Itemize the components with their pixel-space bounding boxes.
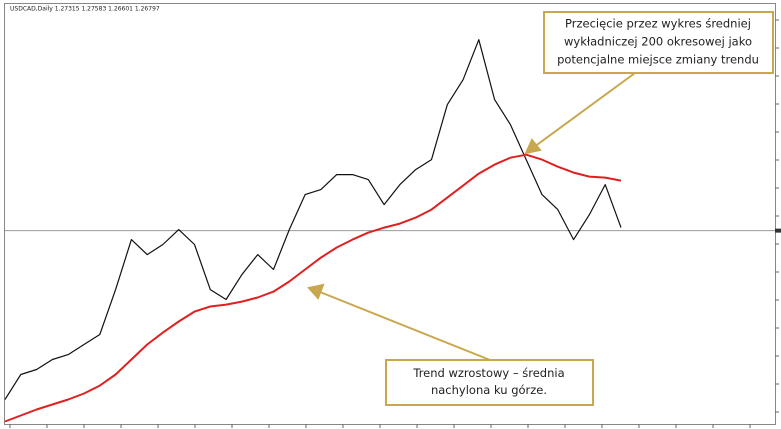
plot-frame (4, 3, 776, 425)
annotation-box (385, 359, 594, 406)
annotation-line: potencjalne miejsce zmiany trendu (557, 53, 759, 67)
chart-title: USDCAD,Daily 1.27315 1.27583 1.26601 1.2… (10, 6, 160, 13)
annotation-line: Trend wzrostowy – średnia (412, 366, 564, 380)
price-line-series (4, 39, 622, 400)
annotation-arrows (307, 72, 636, 361)
annotation-text: Przecięcie przez wykres średniej wykładni… (557, 17, 759, 67)
annotation-line: wykładniczej 200 okresowej jako (564, 35, 752, 49)
arrow-line (319, 291, 491, 361)
annotation-line: Przecięcie przez wykres średniej (565, 17, 751, 31)
plot-area (4, 19, 781, 428)
arrow-head (524, 138, 542, 155)
annotation-text: Trend wzrostowy – średnia nachylona ku gó… (412, 366, 564, 397)
annotation-box (543, 11, 774, 74)
arrow-line (533, 72, 636, 148)
ema-line (4, 153, 622, 423)
price-marker (775, 228, 781, 233)
annotation-line: nachylona ku górze. (431, 383, 547, 397)
arrow-head (307, 283, 325, 300)
